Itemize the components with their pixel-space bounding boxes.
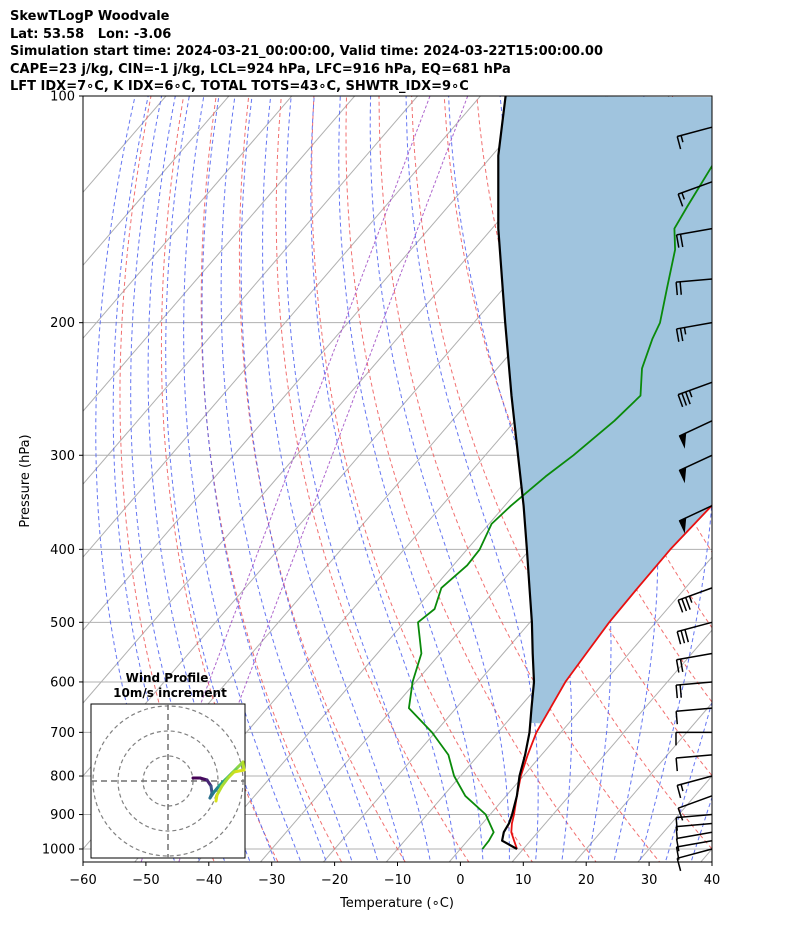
wind-barb: [678, 505, 713, 534]
lifted-indices: LFT IDX=7∘C, K IDX=6∘C, TOTAL TOTS=43∘C,…: [10, 79, 469, 94]
x-tick-label: −20: [321, 873, 348, 888]
moist-adiabat: [448, 96, 573, 862]
wind-barb: [675, 754, 713, 772]
moist-adiabat: [165, 96, 277, 862]
wind-barb: [676, 126, 713, 150]
x-tick-label: −50: [132, 873, 159, 888]
x-tick-label: −10: [384, 873, 411, 888]
moist-adiabat: [405, 96, 539, 862]
wind-barb: [677, 381, 713, 408]
moist-adiabat: [240, 96, 379, 862]
y-tick-label: 500: [50, 616, 75, 631]
x-tick-label: 20: [578, 873, 595, 888]
moist-adiabat: [338, 96, 484, 862]
wind-barb: [675, 707, 713, 725]
y-tick-label: 300: [50, 449, 75, 464]
y-tick-label: 700: [50, 726, 75, 741]
wind-barb: [676, 775, 713, 799]
moist-adiabat: [201, 96, 327, 862]
hodograph-segment: [220, 776, 230, 788]
wind-barb: [675, 652, 713, 673]
dry-adiabat: [378, 96, 661, 862]
x-tick-label: −40: [195, 873, 222, 888]
isotherm: [83, 96, 230, 267]
isotherm: [83, 96, 419, 485]
header: SkewTLogP Woodvale Lat: 53.58 Lon: -3.06…: [10, 8, 603, 96]
dry-adiabat: [275, 96, 470, 862]
moist-adiabat: [664, 700, 712, 862]
wind-barb: [678, 420, 713, 449]
x-tick-label: −30: [258, 873, 285, 888]
stability-indices: CAPE=23 j/kg, CIN=-1 j/kg, LCL=924 hPa, …: [10, 61, 511, 77]
x-tick-label: 10: [515, 873, 532, 888]
moist-adiabat: [183, 96, 302, 862]
hodograph-segment: [214, 793, 219, 803]
dry-adiabat: [411, 96, 712, 850]
x-tick-label: 30: [641, 873, 658, 888]
isotherm: [83, 96, 545, 631]
wind-barb: [677, 795, 713, 821]
y-tick-label: 200: [50, 316, 75, 331]
x-axis-label: Temperature (∘C): [339, 896, 454, 911]
wind-barb: [675, 831, 713, 852]
x-tick-label: 40: [704, 873, 721, 888]
hodograph-segment: [215, 784, 224, 797]
wind-barb: [676, 848, 713, 872]
y-tick-label: 100: [50, 90, 75, 105]
moist-adiabat: [285, 96, 431, 862]
title: SkewTLogP Woodvale: [10, 9, 170, 24]
moist-adiabat: [220, 96, 353, 862]
y-tick-label: 600: [50, 675, 75, 690]
hodograph-ring: [117, 730, 219, 832]
inset-subtitle: 10m/s increment: [113, 686, 227, 700]
y-tick-label: 800: [50, 770, 75, 785]
isotherm: [574, 702, 712, 862]
moist-adiabat: [639, 96, 712, 862]
isotherm: [83, 96, 356, 412]
wind-barb: [675, 227, 713, 248]
isotherm: [511, 629, 712, 862]
wind-barb: [675, 278, 713, 296]
isotherm: [448, 556, 712, 862]
wind-barb: [675, 731, 712, 746]
parcel-line: [497, 96, 536, 850]
isotherm: [736, 79, 794, 894]
x-tick-label: 0: [456, 873, 464, 888]
y-tick-label: 400: [50, 543, 75, 558]
isotherm: [83, 96, 482, 558]
dry-adiabat: [238, 96, 406, 862]
moist-adiabat: [262, 96, 405, 862]
dry-adiabat: [200, 96, 343, 862]
dewpoint-line: [408, 164, 712, 850]
wind-barb: [675, 839, 713, 860]
dry-adiabat: [476, 96, 712, 703]
wind-barb: [675, 681, 713, 699]
wind-barb: [675, 822, 713, 840]
y-tick-label: 900: [50, 808, 75, 823]
location: Lat: 53.58 Lon: -3.06: [10, 26, 172, 42]
wind-barb: [677, 181, 713, 207]
moist-adiabat: [690, 795, 712, 862]
wind-barb: [677, 587, 713, 613]
moist-adiabat: [310, 96, 458, 862]
inset-title: Wind Profile: [126, 671, 209, 685]
y-tick-label: 1000: [42, 843, 75, 858]
wind-profile-inset: Wind Profile 10m/s increment: [90, 671, 246, 859]
x-tick-label: −60: [69, 873, 96, 888]
moist-adiabat: [369, 96, 510, 862]
simulation-time: Simulation start time: 2024-03-21_00:00:…: [10, 44, 603, 59]
isotherm: [83, 96, 293, 339]
wind-barb: [678, 454, 713, 484]
cape-fill: [498, 96, 712, 724]
wind-barb: [675, 321, 713, 342]
hodograph-segment: [232, 768, 246, 774]
y-axis-label: Pressure (hPa): [18, 434, 33, 527]
wind-barb: [676, 621, 713, 645]
dry-adiabat: [443, 96, 712, 777]
